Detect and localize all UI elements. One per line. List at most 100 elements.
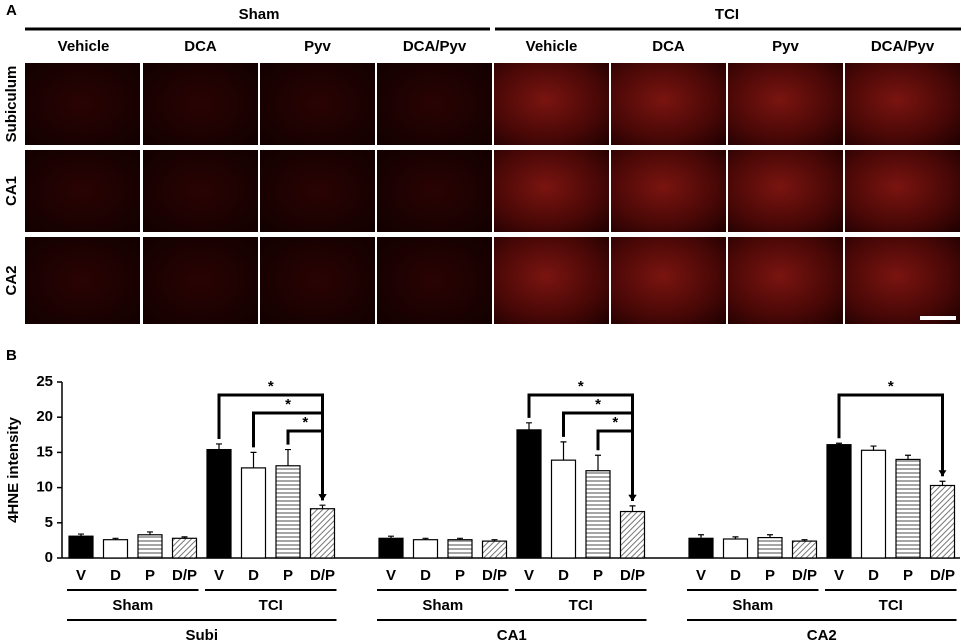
bar bbox=[275, 465, 301, 559]
bar bbox=[516, 429, 542, 559]
x-tick-label: D bbox=[110, 567, 121, 584]
significance-label: * bbox=[578, 378, 584, 395]
y-tick-label: 5 bbox=[45, 514, 53, 531]
x-tick-label: P bbox=[593, 567, 603, 584]
bar bbox=[206, 448, 232, 559]
y-axis-label: 4HNE intensity bbox=[5, 416, 22, 523]
y-tick-label: 10 bbox=[36, 479, 53, 496]
error-bar bbox=[112, 537, 119, 540]
bar bbox=[688, 537, 714, 559]
error-bar bbox=[767, 534, 773, 538]
column-label: Pyv bbox=[772, 38, 799, 55]
significance-label: * bbox=[268, 378, 274, 395]
column-label: Pyv bbox=[304, 38, 331, 55]
bar bbox=[550, 459, 577, 559]
bar bbox=[895, 458, 921, 559]
row-label: CA2 bbox=[3, 265, 20, 295]
bar bbox=[929, 484, 956, 559]
micrograph bbox=[845, 237, 960, 324]
x-tick-label: D bbox=[558, 567, 569, 584]
x-tick-label: V bbox=[524, 567, 534, 584]
micrograph bbox=[25, 63, 140, 145]
error-bar bbox=[147, 531, 153, 535]
x-tick-label: P bbox=[903, 567, 913, 584]
micrograph bbox=[377, 150, 492, 232]
condition-label: Sham bbox=[732, 597, 773, 614]
x-tick-label: D bbox=[420, 567, 431, 584]
bracket-arrow bbox=[938, 470, 947, 477]
y-tick-label: 15 bbox=[36, 443, 53, 460]
x-tick-label: D/P bbox=[310, 567, 335, 584]
x-tick-label: P bbox=[455, 567, 465, 584]
error-bar bbox=[78, 533, 84, 537]
significance-label: * bbox=[302, 414, 308, 431]
error-bar bbox=[388, 535, 394, 539]
micrograph bbox=[143, 63, 258, 145]
x-tick-label: P bbox=[145, 567, 155, 584]
bar bbox=[757, 536, 783, 559]
significance-label: * bbox=[612, 414, 618, 431]
x-tick-label: P bbox=[283, 567, 293, 584]
micrograph bbox=[143, 237, 258, 324]
region-label: CA1 bbox=[497, 627, 527, 644]
error-bar bbox=[870, 445, 877, 451]
x-tick-label: D/P bbox=[620, 567, 645, 584]
bar bbox=[309, 508, 336, 559]
condition-label: Sham bbox=[112, 597, 153, 614]
x-tick-label: V bbox=[214, 567, 224, 584]
x-tick-label: D/P bbox=[482, 567, 507, 584]
x-tick-label: V bbox=[834, 567, 844, 584]
error-bar bbox=[560, 441, 567, 461]
bar bbox=[585, 470, 611, 559]
error-bar bbox=[216, 443, 222, 450]
error-bar bbox=[422, 537, 429, 540]
error-bar bbox=[250, 451, 257, 468]
column-label: DCA/Pyv bbox=[871, 38, 935, 55]
error-bar bbox=[457, 537, 463, 540]
micrograph bbox=[494, 63, 609, 145]
column-label: Vehicle bbox=[526, 38, 578, 55]
group-label: Sham bbox=[239, 6, 280, 23]
micrograph bbox=[611, 237, 726, 324]
column-label: Vehicle bbox=[58, 38, 110, 55]
x-tick-label: D bbox=[730, 567, 741, 584]
x-tick-label: P bbox=[765, 567, 775, 584]
x-tick-label: V bbox=[696, 567, 706, 584]
y-tick-label: 25 bbox=[36, 373, 53, 390]
error-bar bbox=[939, 480, 946, 486]
significance-label: * bbox=[888, 378, 894, 395]
x-tick-label: D/P bbox=[930, 567, 955, 584]
error-bar bbox=[629, 505, 636, 512]
significance-bracket bbox=[837, 393, 944, 477]
micrograph bbox=[728, 63, 843, 145]
micrograph bbox=[25, 237, 140, 324]
region-label: Subi bbox=[186, 627, 219, 644]
column-label: DCA bbox=[652, 38, 685, 55]
error-bar bbox=[732, 536, 739, 539]
error-bar bbox=[319, 504, 326, 509]
error-bar bbox=[285, 448, 291, 466]
x-tick-label: D bbox=[248, 567, 259, 584]
micrograph bbox=[611, 63, 726, 145]
micrograph bbox=[377, 63, 492, 145]
bar bbox=[171, 537, 198, 559]
micrograph bbox=[25, 150, 140, 232]
error-bar bbox=[526, 422, 532, 430]
micrograph bbox=[377, 237, 492, 324]
condition-label: Sham bbox=[422, 597, 463, 614]
bar bbox=[240, 467, 267, 559]
error-bar bbox=[181, 536, 188, 539]
micrograph bbox=[260, 150, 375, 232]
error-bar bbox=[698, 534, 704, 539]
bar bbox=[722, 538, 749, 559]
column-label: DCA bbox=[184, 38, 217, 55]
significance-bracket bbox=[527, 393, 634, 501]
bracket-arrow bbox=[318, 494, 327, 501]
bar bbox=[378, 537, 404, 559]
column-label: DCA/Pyv bbox=[403, 38, 467, 55]
error-bar bbox=[905, 454, 911, 460]
bar bbox=[619, 510, 646, 559]
micrograph bbox=[845, 150, 960, 232]
micrograph bbox=[845, 63, 960, 145]
